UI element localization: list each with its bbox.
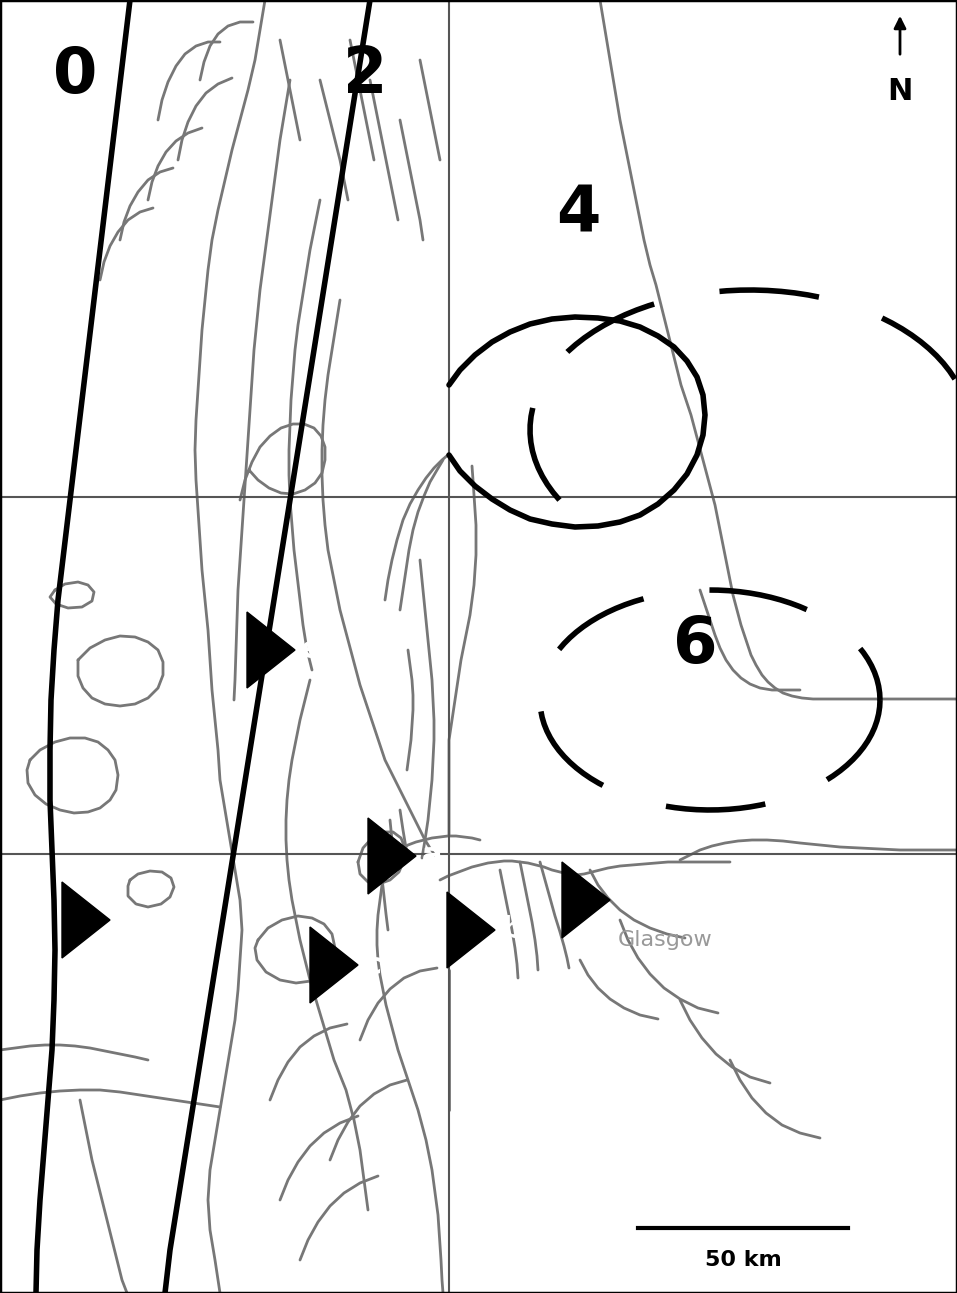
Polygon shape — [62, 882, 110, 958]
Polygon shape — [368, 818, 416, 893]
Polygon shape — [310, 927, 358, 1003]
Polygon shape — [447, 892, 495, 968]
Polygon shape — [247, 612, 295, 688]
Text: 50 km: 50 km — [704, 1250, 781, 1270]
Text: c: c — [364, 950, 382, 980]
Polygon shape — [562, 862, 610, 937]
Text: Glasgow: Glasgow — [618, 930, 713, 950]
Text: a: a — [422, 842, 442, 870]
Text: 6: 6 — [673, 614, 718, 676]
Text: 2: 2 — [343, 44, 388, 106]
Text: d: d — [116, 905, 138, 935]
Text: b: b — [501, 915, 523, 944]
Text: N: N — [887, 78, 913, 106]
Text: 4: 4 — [556, 184, 600, 246]
Text: e: e — [301, 635, 322, 665]
Text: 0: 0 — [53, 44, 98, 106]
Text: f: f — [616, 886, 630, 914]
